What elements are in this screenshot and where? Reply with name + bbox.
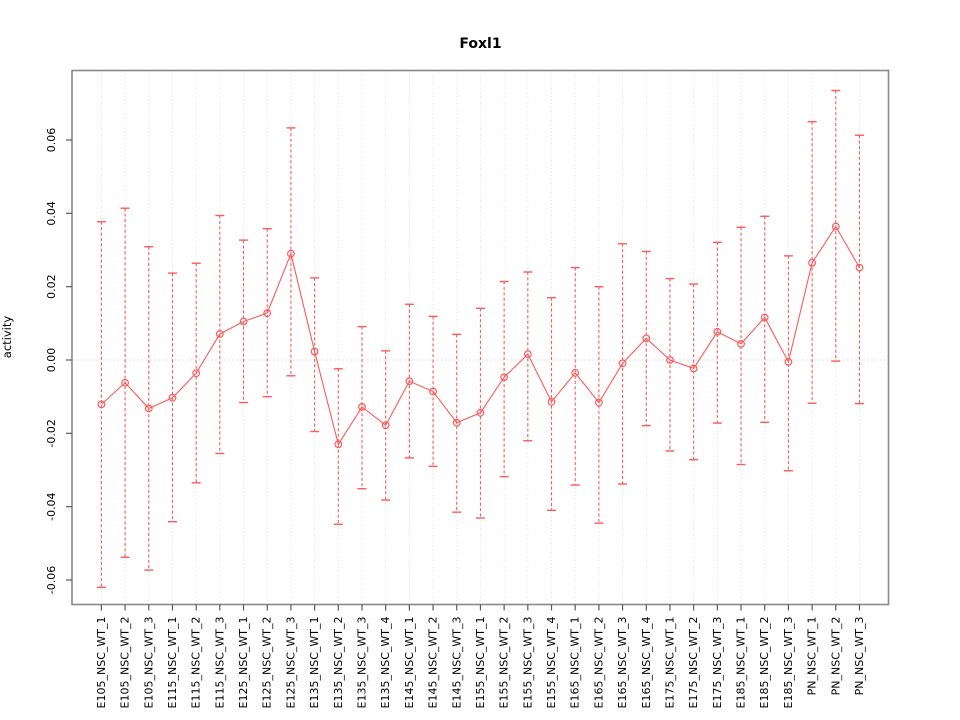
- data-point-marker: [666, 356, 674, 364]
- x-tick-label: E185_NSC_WT_3: [782, 617, 795, 709]
- x-tick-label: E155_NSC_WT_2: [498, 617, 511, 709]
- data-point-marker: [642, 334, 651, 343]
- data-point-marker: [168, 393, 177, 402]
- data-point-marker: [192, 369, 201, 378]
- x-tick-label: E185_NSC_WT_2: [758, 617, 771, 709]
- data-point-marker: [784, 357, 793, 366]
- data-point-marker: [689, 364, 698, 373]
- error-bar: [665, 277, 675, 452]
- error-bar: [760, 215, 770, 424]
- data-point-marker: [97, 400, 106, 409]
- chart-title: Foxl1: [459, 36, 502, 52]
- x-tick-label: E125_NSC_WT_2: [261, 617, 274, 709]
- error-bar: [96, 221, 106, 589]
- data-point-marker: [215, 330, 224, 338]
- data-point-marker: [547, 397, 556, 406]
- y-tick-label: -0.02: [45, 419, 58, 447]
- x-tick-label: E165_NSC_WT_1: [569, 617, 582, 709]
- y-tick-label: 0.00: [45, 348, 58, 373]
- data-point-marker: [263, 309, 272, 317]
- x-tick-label: E165_NSC_WT_2: [592, 617, 605, 709]
- x-tick-label: E135_NSC_WT_1: [308, 617, 321, 709]
- x-tick-label: E135_NSC_WT_2: [332, 617, 345, 709]
- axis-labels: E105_NSC_WT_1 E105_NSC_WT_2 E105_NSC_WT_3 E…: [45, 128, 866, 709]
- data-point-marker: [713, 327, 722, 336]
- data-point-marker: [405, 377, 414, 386]
- error-bar: [381, 350, 391, 501]
- error-bar: [523, 271, 533, 442]
- error-bar: [286, 127, 296, 377]
- x-tick-label: E125_NSC_WT_3: [284, 617, 297, 709]
- data-point-marker: [618, 359, 627, 368]
- x-tick-label: E175_NSC_WT_1: [663, 617, 676, 709]
- error-bar: [547, 296, 557, 512]
- y-tick-label: -0.06: [45, 566, 58, 594]
- series-polyline: [101, 225, 860, 446]
- data-point-marker: [571, 368, 580, 377]
- data-points: [97, 222, 864, 449]
- data-point-marker: [144, 404, 153, 413]
- x-tick-label: E115_NSC_WT_1: [166, 617, 179, 709]
- x-tick-label: E175_NSC_WT_2: [687, 617, 700, 709]
- data-point-marker: [500, 373, 509, 382]
- y-tick-label: 0.02: [45, 274, 58, 299]
- data-point-marker: [239, 317, 248, 326]
- data-point-marker: [334, 440, 343, 449]
- y-tick-label: 0.04: [45, 201, 58, 226]
- error-bar: [333, 368, 343, 525]
- error-bar: [144, 245, 154, 571]
- error-bar: [736, 226, 746, 466]
- x-tick-label: E155_NSC_WT_3: [521, 617, 534, 709]
- error-bar: [594, 285, 604, 524]
- data-point-marker: [594, 398, 603, 407]
- data-point-marker: [429, 387, 437, 396]
- x-tick-label: E145_NSC_WT_3: [450, 617, 463, 709]
- error-bar: [712, 241, 722, 424]
- x-tick-label: E155_NSC_WT_1: [474, 617, 487, 709]
- x-tick-label: E105_NSC_WT_3: [142, 617, 155, 709]
- data-point-marker: [452, 418, 461, 427]
- error-bar: [854, 134, 864, 405]
- data-point-marker: [476, 408, 485, 417]
- error-bar: [783, 255, 793, 472]
- data-point-marker: [737, 339, 745, 348]
- x-tick-label: E165_NSC_WT_3: [616, 617, 629, 709]
- x-tick-label: E115_NSC_WT_2: [190, 617, 203, 709]
- data-point-marker: [287, 249, 295, 258]
- x-tick-label: PN_NSC_WT_2: [829, 617, 842, 696]
- x-tick-label: E145_NSC_WT_2: [427, 617, 440, 709]
- data-point-marker: [381, 421, 390, 430]
- x-tick-label: E185_NSC_WT_1: [735, 617, 748, 709]
- data-point-marker: [855, 263, 864, 272]
- x-tick-label: E105_NSC_WT_2: [119, 617, 132, 709]
- x-tick-label: E115_NSC_WT_3: [213, 617, 226, 709]
- x-tick-label: E105_NSC_WT_1: [95, 617, 108, 709]
- series-line: [101, 225, 860, 446]
- error-bar: [499, 280, 509, 478]
- x-tick-label: PN_NSC_WT_3: [853, 617, 866, 696]
- data-point-marker: [831, 222, 840, 231]
- error-bar: [428, 315, 438, 468]
- data-point-marker: [121, 378, 129, 387]
- x-tick-label: PN_NSC_WT_1: [806, 617, 819, 696]
- data-point-marker: [523, 350, 532, 359]
- data-point-marker: [808, 258, 816, 267]
- x-tick-label: E135_NSC_WT_4: [379, 617, 392, 709]
- axes: [66, 69, 890, 611]
- x-tick-label: E165_NSC_WT_4: [640, 617, 653, 709]
- x-tick-label: E135_NSC_WT_3: [355, 617, 368, 709]
- x-tick-label: E155_NSC_WT_4: [545, 617, 558, 709]
- data-point-marker: [760, 313, 769, 322]
- data-point-marker: [310, 347, 319, 356]
- x-tick-label: E125_NSC_WT_1: [237, 617, 250, 709]
- y-tick-label: 0.06: [45, 128, 58, 153]
- data-point-marker: [358, 403, 366, 411]
- x-tick-label: E145_NSC_WT_1: [403, 617, 416, 709]
- x-tick-label: E175_NSC_WT_3: [711, 617, 724, 709]
- y-tick-label: -0.04: [45, 492, 58, 520]
